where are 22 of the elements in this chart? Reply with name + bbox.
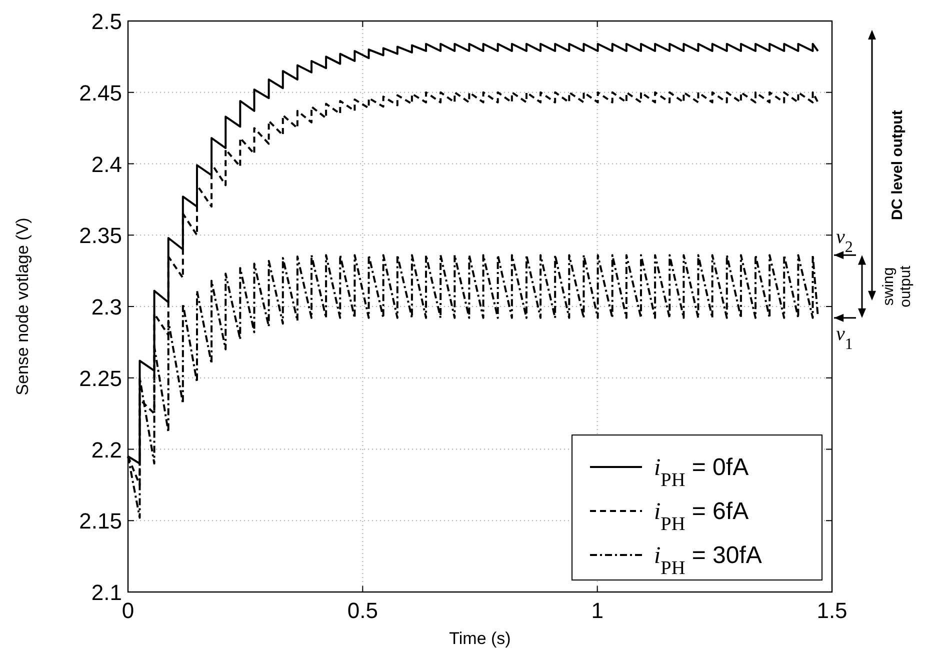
x-tick-label: 1.5 bbox=[816, 598, 848, 623]
text: DC level output bbox=[889, 110, 906, 220]
x-tick-label: 1 bbox=[591, 598, 604, 623]
legend-label: i$_{PH}$ = 6fA bbox=[654, 498, 749, 534]
x-tick-label: 0.5 bbox=[347, 598, 378, 623]
y-tick-label: 2.4 bbox=[91, 152, 122, 177]
text: v$_{2}$ bbox=[836, 226, 853, 256]
y-tick-label: 2.1 bbox=[91, 580, 122, 605]
x-axis-title: Time (s) bbox=[449, 629, 511, 648]
y-tick-label: 2.5 bbox=[91, 9, 122, 34]
y-tick-label: 2.35 bbox=[79, 223, 122, 248]
y-tick-label: 2.15 bbox=[79, 508, 122, 534]
y-tick-label: 2.2 bbox=[91, 437, 122, 462]
legend-label: i$_{PH}$ = 30fA bbox=[654, 542, 762, 578]
y-axis-title: Sense node votlage (V) bbox=[13, 218, 32, 396]
y-tick-label: 2.3 bbox=[91, 294, 122, 320]
text: v$_{1}$ bbox=[836, 322, 853, 352]
legend-label: i$_{PH}$ = 0fA bbox=[654, 454, 749, 490]
text: swing output bbox=[880, 264, 914, 308]
y-tick-label: 2.45 bbox=[79, 80, 122, 106]
x-tick-label: 0 bbox=[122, 598, 134, 623]
y-tick-label: 2.25 bbox=[79, 366, 122, 391]
